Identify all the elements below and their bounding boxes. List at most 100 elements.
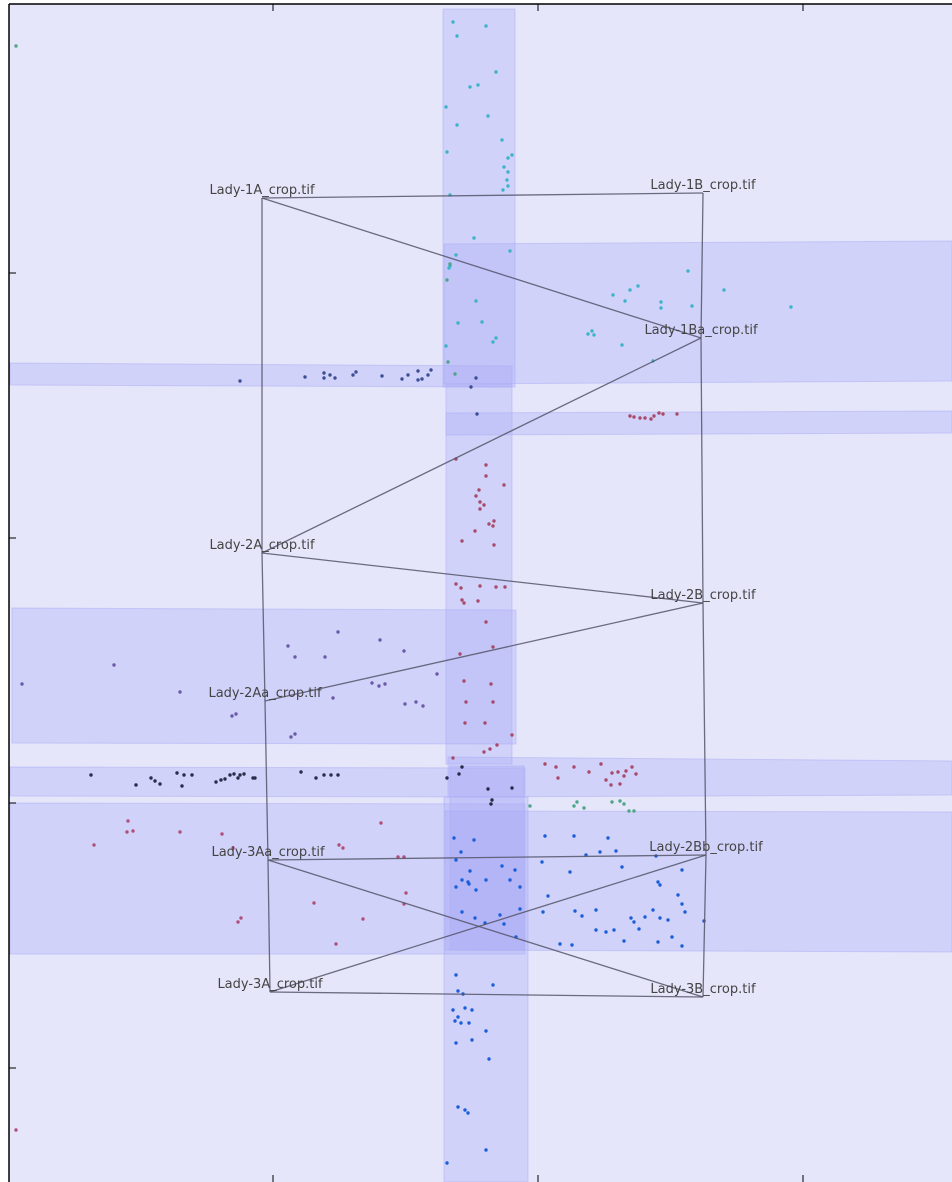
keypoint [454, 973, 458, 977]
keypoint [451, 756, 455, 760]
keypoint [460, 910, 464, 914]
keypoint [594, 928, 598, 932]
keypoint [234, 712, 238, 716]
keypoint [638, 416, 642, 420]
keypoint [503, 585, 507, 589]
keypoint [451, 1008, 455, 1012]
keypoint [253, 776, 257, 780]
footprint-band [443, 796, 529, 1182]
keypoint [490, 798, 494, 802]
keypoint [483, 721, 487, 725]
keypoint [125, 830, 129, 834]
keypoint [480, 320, 484, 324]
keypoint [446, 360, 450, 364]
keypoint [293, 655, 297, 659]
keypoint [314, 776, 318, 780]
keypoint [131, 829, 135, 833]
keypoint [477, 488, 481, 492]
keypoint [361, 917, 365, 921]
overlap-edge [269, 854, 707, 993]
keypoint [232, 772, 236, 776]
keypoint [333, 376, 337, 380]
footprint-band [9, 802, 526, 955]
keypoint [594, 908, 598, 912]
keypoint [404, 891, 408, 895]
keypoint [462, 679, 466, 683]
keypoint [472, 236, 476, 240]
keypoint [463, 721, 467, 725]
keypoint [500, 138, 504, 142]
keypoint [620, 343, 624, 347]
keypoint [455, 34, 459, 38]
keypoint [518, 907, 522, 911]
keypoint [457, 772, 461, 776]
keypoint [622, 939, 626, 943]
keypoint [502, 483, 506, 487]
keypoint [219, 778, 223, 782]
keypoint [492, 543, 496, 547]
keypoint [573, 909, 577, 913]
keypoint [400, 377, 404, 381]
keypoint [456, 321, 460, 325]
keypoint [554, 765, 558, 769]
keypoint [378, 638, 382, 642]
keypoint [444, 105, 448, 109]
keypoint [616, 770, 620, 774]
keypoint [518, 885, 522, 889]
keypoint [406, 373, 410, 377]
keypoint [474, 376, 478, 380]
keypoint [675, 412, 679, 416]
keypoint [126, 819, 130, 823]
keypoint [475, 412, 479, 416]
keypoint [435, 672, 439, 676]
keypoint [456, 1105, 460, 1109]
keypoint [484, 463, 488, 467]
keypoint [636, 284, 640, 288]
keypoint [455, 123, 459, 127]
overlap-edges [261, 192, 707, 998]
keypoint [484, 620, 488, 624]
keypoint [558, 942, 562, 946]
keypoint [489, 682, 493, 686]
keypoint [676, 893, 680, 897]
keypoint [463, 1006, 467, 1010]
keypoint [543, 762, 547, 766]
keypoint [492, 519, 496, 523]
keypoint [299, 770, 303, 774]
keypoint [336, 630, 340, 634]
keypoint [606, 836, 610, 840]
keypoint [403, 702, 407, 706]
node-label: Lady-1B_crop.tif [650, 178, 756, 193]
keypoint [484, 474, 488, 478]
keypoint [478, 507, 482, 511]
keypoint [462, 601, 466, 605]
keypoint [445, 150, 449, 154]
keypoint [331, 696, 335, 700]
keypoint [228, 773, 232, 777]
keypoint [92, 843, 96, 847]
keypoint [175, 771, 179, 775]
keypoint [336, 773, 340, 777]
keypoint [474, 888, 478, 892]
keypoint [484, 1148, 488, 1152]
overlap-edge [267, 854, 707, 861]
keypoint [487, 1057, 491, 1061]
keypoint [659, 300, 663, 304]
keypoint [501, 188, 505, 192]
keypoint [182, 773, 186, 777]
keypoint [466, 880, 470, 884]
keypoint-scatter [14, 20, 793, 1165]
keypoint [231, 846, 235, 850]
keypoint [239, 916, 243, 920]
overlap-edge [261, 552, 266, 702]
keypoint [472, 838, 476, 842]
keypoint [643, 416, 647, 420]
keypoint [488, 747, 492, 751]
keypoint [451, 20, 455, 24]
keypoint [506, 184, 510, 188]
keypoint [643, 915, 647, 919]
keypoint [454, 253, 458, 257]
overlap-edge [702, 854, 707, 998]
keypoint [494, 336, 498, 340]
keypoint [680, 944, 684, 948]
